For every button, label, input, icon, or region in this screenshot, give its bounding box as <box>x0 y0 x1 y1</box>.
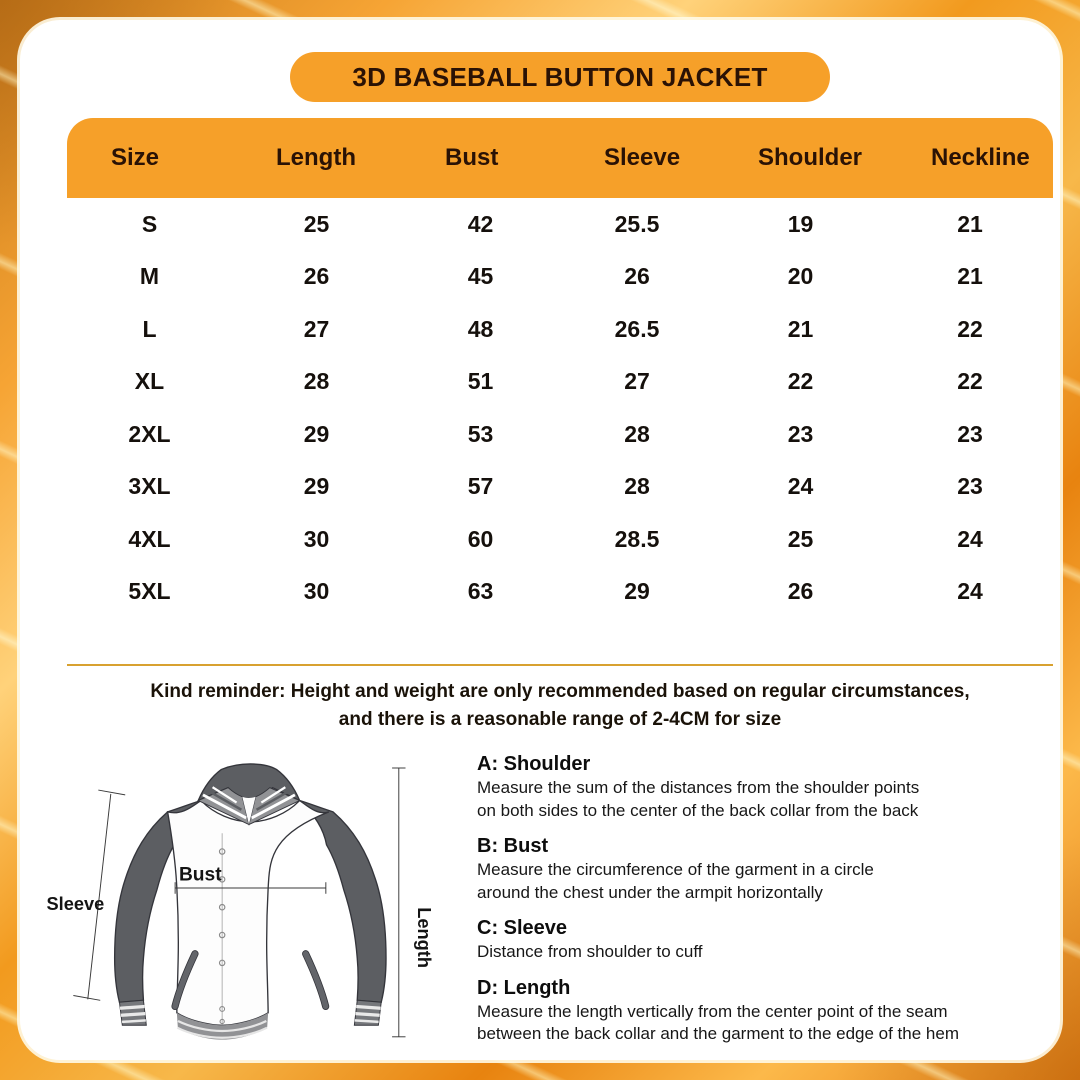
svg-text:Length: Length <box>414 907 435 968</box>
svg-text:Sleeve: Sleeve <box>46 893 104 914</box>
svg-text:Bust: Bust <box>179 864 222 885</box>
